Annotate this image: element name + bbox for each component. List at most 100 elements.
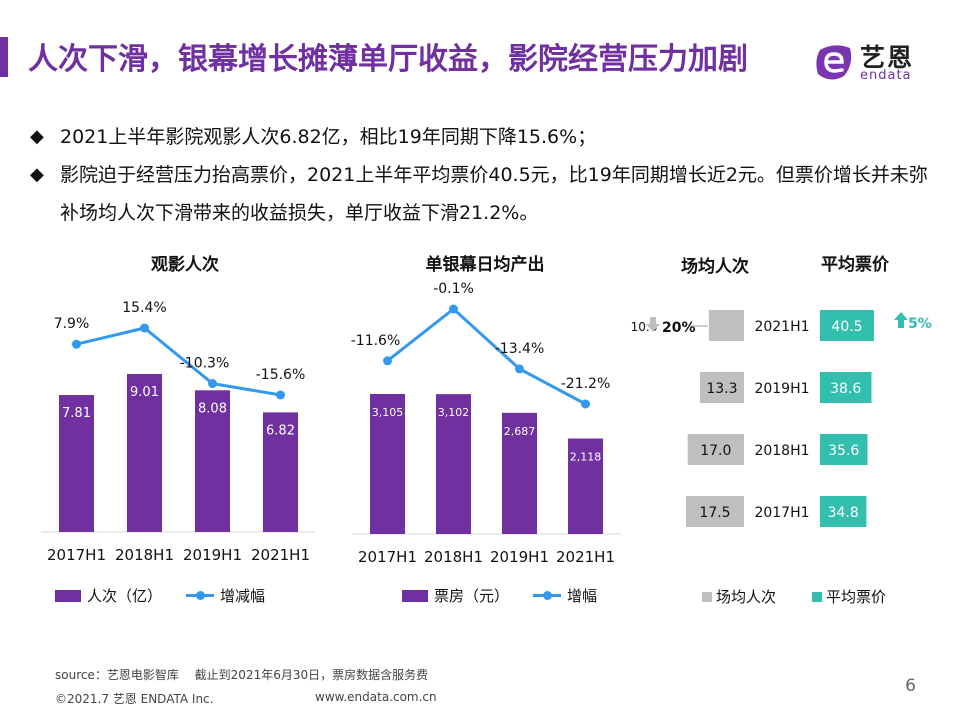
growth-point [515, 364, 524, 374]
category-label: 2019H1 [754, 381, 809, 397]
screen-output-chart: 3,105 2017H1 3,102 2018H1 2,687 2019H1 2,118 20… [351, 281, 621, 566]
bullet-item: ◆ 影院迫于经营压力抬高票价，2021上半年平均票价40.5元，比19年同期增长… [30, 156, 930, 232]
growth-point [276, 390, 285, 400]
growth-value-label: -15.6% [256, 367, 306, 383]
attendance-bar [686, 496, 744, 527]
attendance-bar [708, 310, 744, 341]
legend-teal-swatch [812, 591, 823, 602]
price-bar [820, 434, 868, 465]
legend-bar-swatch [402, 589, 428, 602]
endata-logo: 艺恩 endata [814, 38, 944, 88]
endata-logo-icon [816, 45, 852, 80]
x-tick-label: 2018H1 [115, 546, 174, 564]
chart-title-attendance: 观影人次 [151, 255, 219, 275]
growth-point [72, 339, 81, 349]
bar [568, 438, 603, 534]
x-tick-label: 2017H1 [358, 548, 417, 566]
legend-line-icon [533, 591, 562, 600]
attendance-value-label: 17.5 [699, 505, 730, 521]
growth-point [449, 304, 458, 314]
diamond-bullet-icon: ◆ [30, 164, 44, 185]
chart-title-avg-price: 平均票价 [821, 255, 889, 275]
footer-source: source：艺恩电影智库 截止到2021年6月30日，票房数据含服务费 [55, 668, 429, 682]
growth-value-label: 7.9% [54, 316, 90, 332]
x-tick-label: 2021H1 [556, 548, 615, 566]
bar [127, 374, 162, 532]
x-tick-label: 2019H1 [183, 546, 242, 564]
x-tick-label: 2017H1 [47, 546, 106, 564]
category-label: 2017H1 [754, 505, 809, 521]
attendance-change-label: 20% [662, 320, 696, 336]
attendance-legend: 人次（亿） 增减幅 [55, 585, 265, 606]
legend-price-label: 平均票价 [826, 588, 887, 606]
legend-line-label: 增减幅 [220, 587, 266, 605]
category-label: 2018H1 [754, 443, 809, 459]
arrow-down-icon [646, 317, 660, 332]
bar-value-label: 6.82 [266, 423, 295, 438]
chart-title-screen-output: 单银幕日均产出 [425, 255, 545, 275]
growth-line [76, 326, 281, 397]
growth-point [383, 356, 392, 366]
bar-value-label: 8.08 [198, 401, 227, 416]
price-value-label: 34.8 [828, 505, 859, 521]
x-tick-label: 2018H1 [424, 548, 483, 566]
butterfly-legend: 场均人次 平均票价 [702, 586, 886, 607]
growth-value-label: -10.3% [180, 356, 230, 372]
bar-value-label: 2,118 [570, 451, 602, 464]
bar [195, 390, 230, 532]
price-value-label: 38.6 [830, 381, 861, 397]
price-change-label: 5% [908, 316, 932, 332]
growth-value-label: -0.1% [433, 281, 474, 297]
bar-value-label: 9.01 [130, 385, 159, 400]
growth-value-label: -21.2% [561, 376, 611, 392]
footer-copyright: ©2021.7 艺恩 ENDATA Inc. [55, 692, 214, 706]
bar-value-label: 7.81 [62, 406, 91, 421]
growth-value-label: -11.6% [351, 333, 401, 349]
legend-gray-swatch [702, 591, 712, 602]
chart-title-avg-attendance: 场均人次 [681, 257, 749, 277]
growth-point [140, 323, 149, 333]
logo-english-text: endata [860, 68, 912, 83]
attendance-chart: 7.81 2017H1 9.01 2018H1 8.08 2019H1 6.82 2021H1… [41, 300, 316, 564]
price-value-label: 35.6 [828, 443, 859, 459]
bullet-text: 影院迫于经营压力抬高票价，2021上半年平均票价40.5元，比19年同期增长近2… [60, 164, 928, 224]
bar [502, 412, 537, 534]
category-label: 2021H1 [754, 319, 809, 335]
bullet-item: ◆ 2021上半年影院观影人次6.82亿，相比19年同期下降15.6%； [30, 118, 930, 156]
diamond-bullet-icon: ◆ [30, 126, 44, 147]
page-number: 6 [905, 676, 916, 696]
attendance-bar [699, 372, 744, 403]
butterfly-chart: 2021H1 40.5 13.3 2019H1 38.6 17.0 2018H1 35.6 17… [631, 310, 932, 527]
bullet-text: 2021上半年影院观影人次6.82亿，相比19年同期下降15.6%； [60, 126, 597, 148]
x-tick-label: 2019H1 [490, 548, 549, 566]
growth-line [386, 307, 587, 406]
growth-point [208, 379, 217, 389]
title-accent-bar [0, 37, 8, 77]
price-value-label: 40.5 [831, 319, 862, 335]
screen-output-legend: 票房（元） 增幅 [402, 585, 597, 606]
legend-bar-label: 人次（亿） [87, 587, 163, 605]
growth-value-label: -13.4% [495, 341, 545, 357]
arrow-up-icon [894, 312, 908, 328]
legend-bar-label: 票房（元） [434, 587, 510, 605]
attendance-value-label: 13.3 [706, 381, 737, 397]
bar [263, 412, 298, 532]
legend-line-icon [186, 591, 215, 600]
bar-value-label: 3,102 [438, 406, 470, 419]
page-title: 人次下滑，银幕增长摊薄单厅收益，影院经营压力加剧 [28, 42, 748, 77]
bar [59, 395, 94, 532]
growth-value-label: 15.4% [122, 300, 166, 316]
bar [370, 394, 405, 534]
legend-line-label: 增幅 [567, 587, 598, 605]
legend-attendance-label: 场均人次 [716, 588, 777, 606]
growth-point [581, 399, 590, 409]
bar-value-label: 3,105 [372, 406, 404, 419]
bar [436, 394, 471, 534]
bar-value-label: 2,687 [504, 425, 536, 438]
footer-website[interactable]: www.endata.com.cn [315, 690, 437, 704]
logo-chinese-text: 艺恩 [860, 43, 915, 72]
legend-bar-swatch [55, 589, 81, 602]
attendance-bar [687, 434, 744, 465]
summary-bullets: ◆ 2021上半年影院观影人次6.82亿，相比19年同期下降15.6%； ◆ 影… [30, 118, 930, 232]
attendance-value-label: 17.0 [700, 443, 731, 459]
